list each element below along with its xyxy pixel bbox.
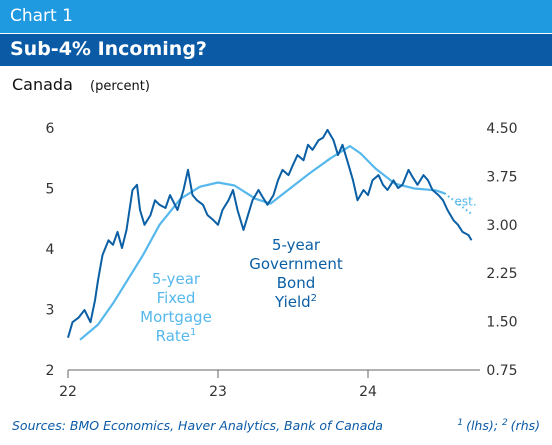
series-note-mark: 1 — [190, 327, 196, 338]
axis-notes: 1 (lhs); 2 (rhs) — [457, 418, 540, 433]
source-note: Sources: BMO Economics, Haver Analytics,… — [12, 418, 383, 433]
series-label: 5-year — [272, 236, 321, 254]
series-label: Government — [249, 255, 343, 273]
x-tick-label: 24 — [359, 384, 377, 400]
series-label-line: 5-year — [272, 236, 321, 254]
chart-title: Sub-4% Incoming? — [10, 38, 207, 60]
series-label-line: Government — [249, 255, 343, 273]
series-label-line: Yield — [274, 293, 311, 311]
series-label-line: Bond — [277, 274, 316, 292]
chart: Canada (percent) 234560.751.502.253.003.… — [12, 75, 540, 433]
y-tick-label: 4 — [46, 242, 55, 258]
series-label: Mortgage — [140, 308, 212, 326]
y-tick-label: 3 — [46, 303, 55, 319]
estimate-label: est. — [455, 194, 477, 208]
x-tick-label: 22 — [59, 384, 77, 400]
y-tick-label: 2 — [46, 363, 55, 379]
series-line — [79, 145, 445, 341]
note-text: (rhs) — [511, 418, 540, 433]
series-line — [67, 128, 473, 338]
title-band: Sub-4% Incoming? — [0, 34, 552, 66]
series-label-line: Mortgage — [140, 308, 212, 326]
unit-label: (percent) — [90, 79, 150, 94]
y2-tick-label: 1.50 — [486, 315, 517, 331]
chart-number: Chart 1 — [10, 6, 73, 26]
series-label: Yield2 — [274, 293, 317, 311]
y2-tick-label: 4.50 — [486, 121, 517, 137]
series-label: 5-year — [152, 270, 201, 288]
series-label: Bond — [277, 274, 316, 292]
series-line — [443, 192, 473, 215]
x-tick-label: 23 — [209, 384, 227, 400]
region-label: Canada — [12, 75, 73, 94]
series-note-mark: 2 — [311, 293, 317, 304]
y2-tick-label: 0.75 — [486, 363, 517, 379]
y2-tick-label: 2.25 — [486, 266, 517, 282]
y-tick-label: 6 — [46, 121, 55, 137]
note-text: (lhs); — [466, 418, 498, 433]
y2-tick-label: 3.75 — [486, 169, 517, 185]
series-label: Rate1 — [156, 327, 197, 345]
y2-tick-label: 3.00 — [486, 218, 517, 234]
chart-number-band: Chart 1 — [0, 0, 552, 33]
series-label-line: Rate — [156, 327, 190, 345]
series-label-line: 5-year — [152, 270, 201, 288]
series-label: Fixed — [157, 289, 196, 307]
series-label-line: Fixed — [157, 289, 196, 307]
note-mark: 2 — [502, 418, 508, 428]
y-tick-label: 5 — [46, 182, 55, 198]
note-mark: 1 — [457, 418, 463, 428]
